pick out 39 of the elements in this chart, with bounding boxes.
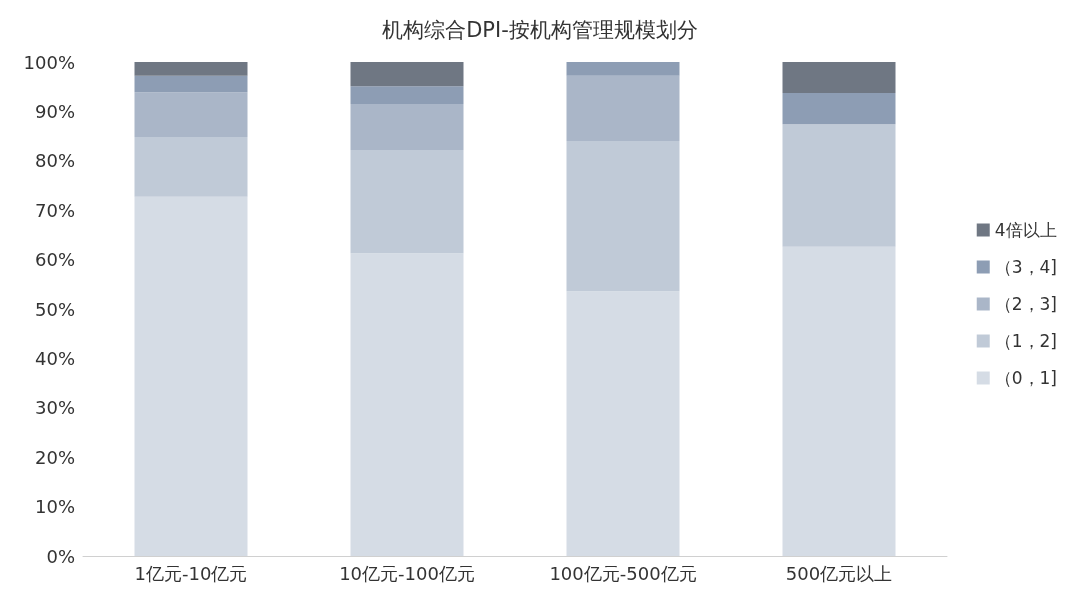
y-tick-label: 20%: [34, 446, 75, 468]
bar: [566, 141, 680, 292]
y-tick-label: 80%: [34, 150, 75, 172]
bar: [782, 124, 896, 247]
bar: [350, 62, 464, 87]
y-tick-label: 100%: [23, 51, 75, 73]
y-tick-label: 30%: [34, 397, 75, 419]
x-tick-label: 1亿元-10亿元: [134, 562, 248, 584]
y-tick-label: 0%: [46, 545, 75, 567]
legend-label: 4倍以上: [994, 220, 1057, 240]
x-tick-label: 100亿元-500亿元: [549, 562, 697, 584]
x-tick-label: 500亿元以上: [785, 562, 893, 584]
bar: [350, 86, 464, 104]
legend-label: （1，2]: [994, 331, 1057, 351]
bar: [566, 291, 680, 556]
bar: [134, 137, 248, 197]
bar: [566, 62, 680, 76]
y-tick-label: 90%: [34, 100, 75, 122]
legend-label: （2，3]: [994, 294, 1057, 314]
y-tick-label: 40%: [34, 347, 75, 369]
y-tick-label: 10%: [34, 496, 75, 518]
bar: [134, 75, 248, 93]
legend-label: （3，4]: [994, 257, 1057, 277]
bar: [566, 75, 680, 142]
y-tick-label: 60%: [34, 249, 75, 271]
x-tick-label: 10亿元-100亿元: [339, 562, 475, 584]
bar: [134, 92, 248, 138]
bar: [782, 93, 896, 125]
chart-title: 机构综合DPI-按机构管理规模划分: [382, 17, 698, 42]
y-tick-label: 50%: [34, 298, 75, 320]
legend-label: （0，1]: [994, 368, 1057, 388]
bar: [782, 246, 896, 556]
bar: [350, 149, 464, 254]
y-tick-label: 70%: [34, 199, 75, 221]
bar: [350, 103, 464, 150]
bar: [350, 253, 464, 556]
bar: [782, 62, 896, 94]
bar: [134, 196, 248, 556]
bar: [134, 62, 248, 76]
